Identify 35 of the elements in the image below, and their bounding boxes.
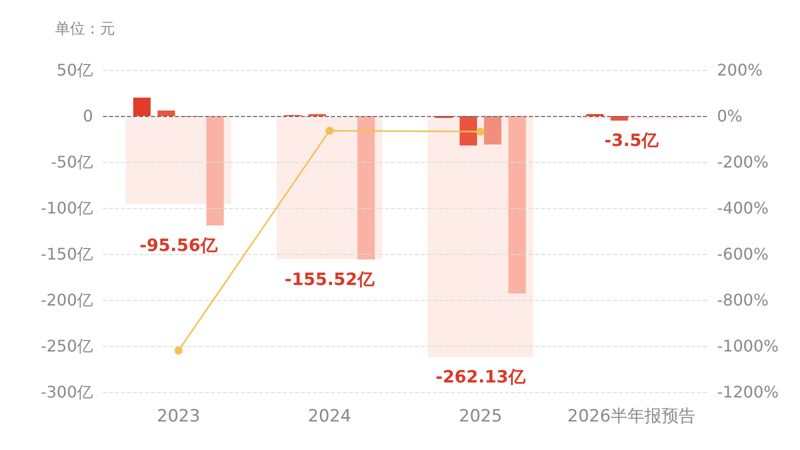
y-tick-label: -150亿 (40, 244, 93, 264)
point (476, 128, 484, 136)
y2-tick-label: -1000% (717, 336, 779, 356)
y-tick-label: -50亿 (50, 152, 93, 172)
bar (158, 110, 176, 116)
y2-tick-label: 200% (717, 60, 763, 80)
bar (206, 116, 224, 226)
y-tick-label: 0 (82, 106, 93, 126)
y2-tick-label: -400% (717, 198, 769, 218)
bar (460, 116, 478, 146)
data-label: -262.13亿 (436, 368, 526, 388)
x-tick-label: 2024 (308, 406, 352, 426)
point (326, 126, 334, 135)
x-tick-label: 2025 (458, 406, 502, 426)
y2-tick-label: -800% (717, 290, 769, 310)
y2-tick-label: -600% (717, 244, 769, 264)
y-tick-label: -300亿 (40, 382, 93, 402)
y-tick-label: -100亿 (40, 198, 93, 218)
x-tick-label: 2023 (156, 406, 200, 426)
y-tick-label: -200亿 (40, 290, 93, 310)
data-label: -3.5亿 (604, 131, 660, 152)
bar (357, 116, 375, 260)
data-label: -155.52亿 (284, 270, 376, 290)
y2-tick-label: 0% (717, 106, 742, 126)
y2-tick-label: -200% (717, 152, 769, 172)
y-tick-label: 50亿 (56, 60, 93, 80)
y2-tick-label: -1200% (717, 382, 779, 402)
point (174, 346, 182, 355)
data-label: -95.56亿 (140, 236, 218, 256)
bar (508, 116, 526, 294)
y-axis-title: 单位：元 (55, 20, 115, 38)
x-tick-label: 2026半年报预告 (567, 406, 696, 426)
bar (484, 116, 502, 145)
y-tick-label: -250亿 (40, 336, 93, 356)
bar (133, 98, 151, 116)
